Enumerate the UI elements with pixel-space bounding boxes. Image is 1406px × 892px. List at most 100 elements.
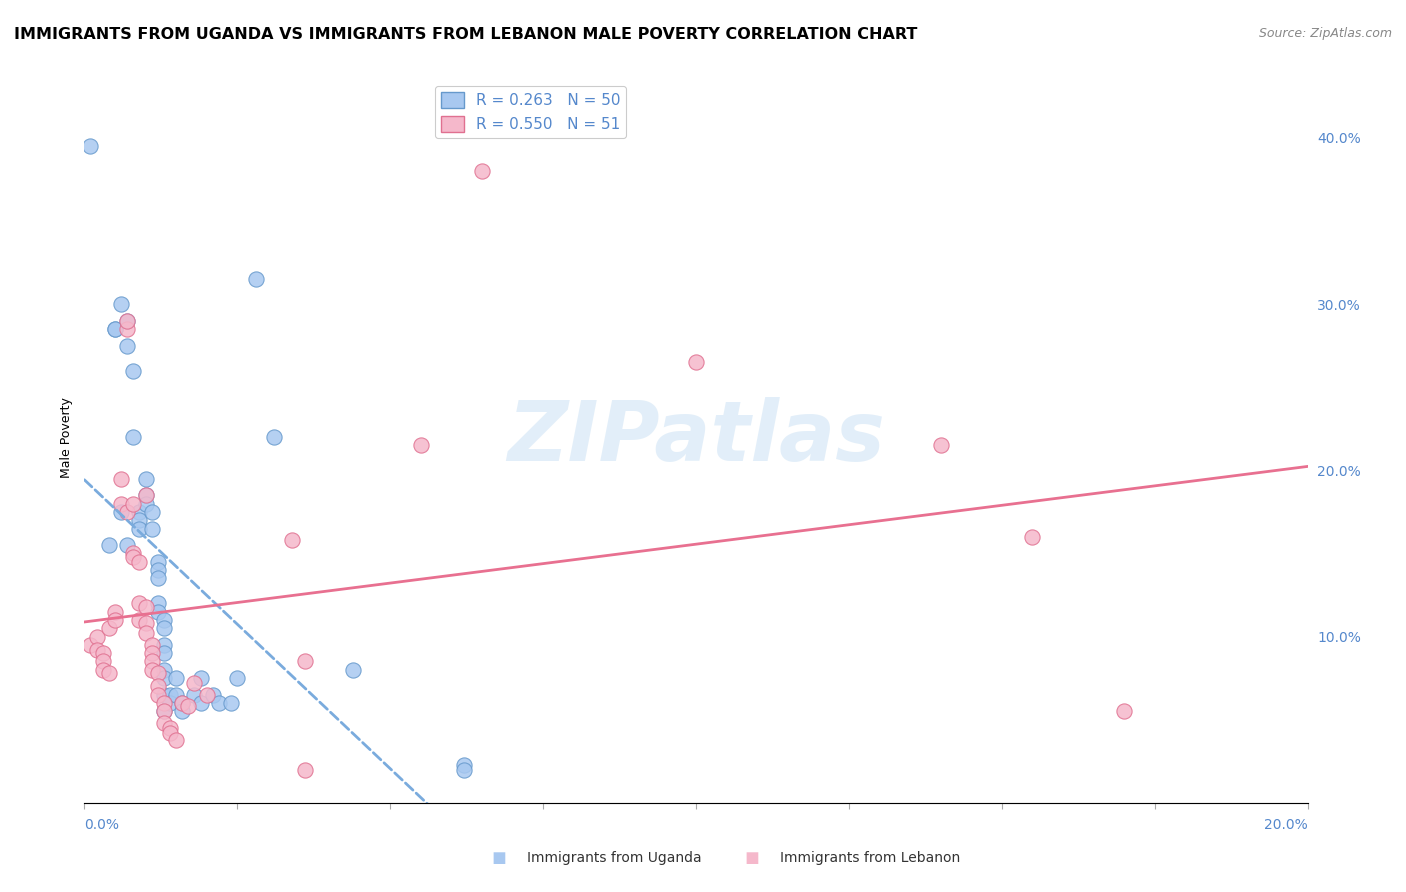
Point — [141, 663, 163, 677]
Point — [141, 505, 163, 519]
Point — [1114, 705, 1136, 719]
Point — [86, 630, 108, 644]
Point — [153, 638, 176, 652]
Point — [104, 613, 127, 627]
Point — [104, 322, 127, 336]
Point — [97, 666, 120, 681]
Point — [115, 314, 138, 328]
Point — [128, 596, 150, 610]
Point — [128, 555, 150, 569]
Point — [115, 538, 138, 552]
Point — [159, 696, 181, 710]
Point — [294, 655, 316, 669]
Point — [91, 655, 114, 669]
Point — [115, 314, 138, 328]
Point — [91, 663, 114, 677]
Point — [195, 688, 218, 702]
Point — [104, 605, 127, 619]
Point — [153, 716, 176, 731]
Text: IMMIGRANTS FROM UGANDA VS IMMIGRANTS FROM LEBANON MALE POVERTY CORRELATION CHART: IMMIGRANTS FROM UGANDA VS IMMIGRANTS FRO… — [14, 27, 918, 42]
Point — [153, 705, 176, 719]
Point — [201, 688, 224, 702]
Point — [159, 721, 181, 735]
Point — [104, 322, 127, 336]
Point — [453, 757, 475, 772]
Point — [146, 666, 169, 681]
Point — [122, 549, 145, 564]
Point — [146, 555, 169, 569]
Point — [79, 139, 101, 153]
Text: ZIPatlas: ZIPatlas — [508, 397, 884, 477]
Point — [110, 497, 132, 511]
Point — [409, 438, 432, 452]
Legend: R = 0.263   N = 50, R = 0.550   N = 51: R = 0.263 N = 50, R = 0.550 N = 51 — [434, 87, 626, 138]
Point — [342, 663, 364, 677]
Point — [183, 688, 205, 702]
Point — [122, 363, 145, 377]
Point — [153, 688, 176, 702]
Point — [153, 696, 176, 710]
Point — [453, 763, 475, 777]
Point — [122, 430, 145, 444]
Text: 20.0%: 20.0% — [1264, 818, 1308, 832]
Point — [153, 621, 176, 635]
Point — [153, 663, 176, 677]
Point — [128, 505, 150, 519]
Point — [122, 497, 145, 511]
Point — [110, 505, 132, 519]
Point — [153, 705, 176, 719]
Point — [97, 538, 120, 552]
Text: Source: ZipAtlas.com: Source: ZipAtlas.com — [1258, 27, 1392, 40]
Point — [226, 671, 249, 685]
Point — [115, 505, 138, 519]
Text: Immigrants from Lebanon: Immigrants from Lebanon — [780, 851, 960, 865]
Point — [177, 699, 200, 714]
Point — [190, 671, 212, 685]
Point — [245, 272, 267, 286]
Point — [79, 638, 101, 652]
Point — [115, 338, 138, 352]
Point — [141, 655, 163, 669]
Point — [91, 646, 114, 660]
Point — [929, 438, 952, 452]
Point — [135, 488, 157, 502]
Point — [122, 546, 145, 560]
Point — [153, 671, 176, 685]
Point — [1021, 530, 1043, 544]
Point — [685, 355, 707, 369]
Text: Immigrants from Uganda: Immigrants from Uganda — [527, 851, 702, 865]
Point — [294, 763, 316, 777]
Point — [471, 164, 494, 178]
Point — [159, 688, 181, 702]
Point — [86, 643, 108, 657]
Point — [141, 646, 163, 660]
Point — [165, 671, 187, 685]
Point — [141, 521, 163, 535]
Text: ◼: ◼ — [492, 849, 506, 867]
Point — [141, 638, 163, 652]
Point — [165, 688, 187, 702]
Point — [165, 732, 187, 747]
Point — [135, 488, 157, 502]
Point — [146, 563, 169, 577]
Point — [281, 533, 304, 548]
Point — [146, 571, 169, 585]
Text: ◼: ◼ — [745, 849, 759, 867]
Point — [128, 613, 150, 627]
Point — [263, 430, 285, 444]
Point — [208, 696, 231, 710]
Point — [146, 596, 169, 610]
Point — [97, 621, 120, 635]
Point — [172, 696, 194, 710]
Point — [159, 726, 181, 740]
Point — [135, 599, 157, 614]
Point — [153, 613, 176, 627]
Point — [172, 696, 194, 710]
Point — [146, 605, 169, 619]
Y-axis label: Male Poverty: Male Poverty — [60, 397, 73, 477]
Point — [190, 696, 212, 710]
Point — [135, 472, 157, 486]
Point — [146, 680, 169, 694]
Point — [135, 626, 157, 640]
Point — [172, 705, 194, 719]
